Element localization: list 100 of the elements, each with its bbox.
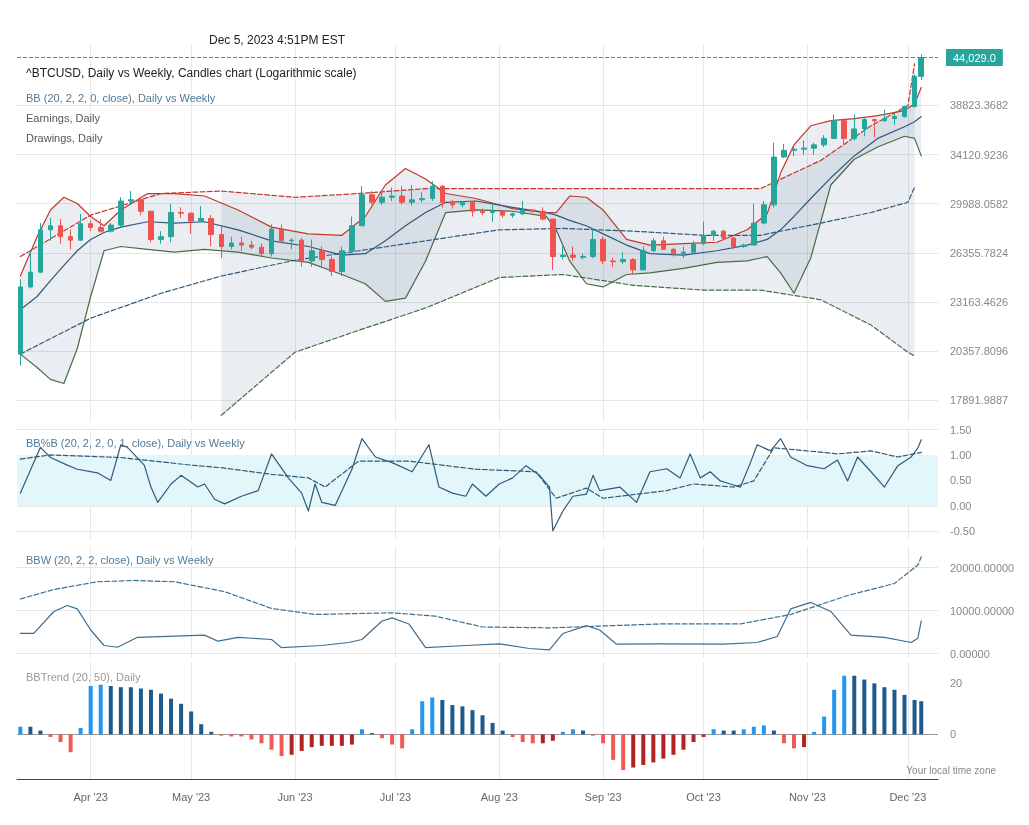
candlestick [148,210,154,243]
candlestick [610,257,616,268]
bar [882,687,887,735]
candlestick [389,186,395,202]
bar [751,726,756,735]
candlestick [620,251,626,265]
bar [329,734,334,746]
y-tick-label: 38823.3682 [950,99,1009,112]
candlestick [319,245,325,268]
candlestick [349,215,355,255]
x-tick-label: Nov '23 [788,790,826,803]
candlestick [198,205,204,223]
bar [892,689,897,735]
candlestick [741,243,747,249]
candlestick [219,225,224,259]
text: BBTrend (20, 50), Daily [26,670,142,683]
bar [902,694,907,735]
candlestick [88,219,93,232]
bar [919,701,924,735]
candlestick [530,209,536,214]
candlestick [490,203,495,223]
bar [269,734,274,750]
candlestick [299,237,304,268]
candlestick [570,245,576,262]
bar [460,706,465,735]
candlestick [872,118,877,138]
candlestick [711,229,716,242]
chart-subtitle: Dec 5, 2023 4:51PM EST [209,33,346,47]
bar [289,734,294,755]
candlestick [841,118,847,146]
bar [490,722,495,735]
candlestick [208,214,214,247]
annotation: Drawings, Daily [26,131,103,144]
candlestick [108,222,114,234]
bar [570,729,575,735]
bar [631,734,636,768]
bar [802,734,807,748]
bar [400,734,405,749]
y-tick-label: 0.00000 [950,647,990,660]
bar [912,699,917,735]
bar [319,734,324,746]
bar [420,701,425,735]
bar [611,734,616,760]
candlestick [751,203,757,246]
candlestick [329,256,335,277]
candlestick [811,142,817,156]
y-tick-label: 10000.00000 [950,604,1015,617]
bar [430,697,435,735]
candlestick [158,230,164,245]
bar [199,724,204,735]
x-tick-label: Aug '23 [480,790,518,803]
candlestick [460,200,465,208]
candlestick [862,117,867,137]
bar [852,675,857,735]
candlestick [892,113,897,126]
bar [761,725,766,735]
candlestick [801,140,807,156]
candlestick [791,146,797,157]
x-tick-label: Jun '23 [277,790,313,803]
bar [189,711,194,735]
bar [862,679,867,735]
candlestick [651,237,656,253]
bar [18,726,23,735]
candlestick [520,200,525,216]
candlestick [259,243,264,258]
candlestick [590,227,596,259]
candlestick [831,114,837,139]
candlestick [138,196,144,216]
bar [118,687,123,735]
candlestick [500,209,505,219]
bar [249,734,254,740]
y-tick-label: 1.50 [950,423,972,436]
candlestick [58,218,63,245]
candlestick [28,250,33,289]
text: ^BTCUSD, Daily vs Weekly, Candles chart (Logarithmic scale) [26,66,357,80]
ref-line-label: 44,029.0 [953,51,996,64]
bar [450,705,455,735]
candlestick [309,238,315,268]
y-tick-label: 0.50 [950,474,972,487]
candlestick [480,208,485,216]
candlestick [510,212,515,219]
candlestick [118,196,124,228]
bar [530,734,535,744]
y-tick-label: 1.00 [950,448,972,461]
bar [390,734,395,745]
bar [349,734,354,745]
bar [651,734,656,763]
bar [279,734,284,757]
candlestick [640,245,646,271]
bar [128,687,133,735]
bar [832,689,837,735]
bar [108,685,113,735]
candlestick [38,222,43,274]
candlestick [882,109,887,123]
candlestick [98,218,104,234]
candlestick [550,218,556,271]
y-tick-label: 20357.8096 [950,345,1009,358]
bar [842,675,847,735]
candlestick [68,229,73,250]
bar [781,734,786,744]
